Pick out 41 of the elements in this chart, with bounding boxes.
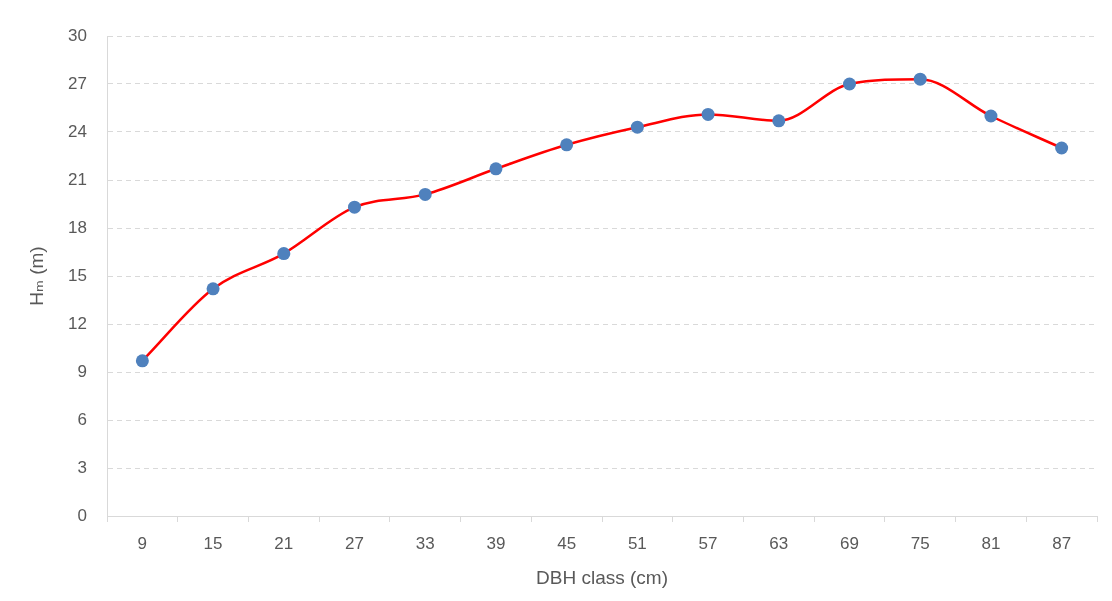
y-tick-label: 18 [68, 217, 87, 237]
x-tick-label: 69 [840, 533, 859, 553]
point [772, 114, 786, 128]
x-tick-label: 51 [627, 533, 647, 553]
point [913, 72, 927, 86]
y-tick-label: 12 [68, 313, 87, 333]
y-tick-label: 6 [77, 409, 87, 429]
x-tick-label: 63 [769, 533, 789, 553]
point [630, 120, 644, 134]
x-tick-label: 45 [557, 533, 577, 553]
y-tick-label: 21 [68, 169, 87, 189]
point [489, 162, 503, 176]
y-tick-label: 15 [68, 265, 87, 285]
point [206, 282, 220, 296]
point [843, 77, 856, 91]
y-tick-label: 3 [77, 457, 87, 477]
point [418, 187, 432, 201]
point [701, 107, 715, 121]
x-axis-title: DBH class (cm) [536, 566, 668, 588]
x-tick-label: 21 [274, 533, 294, 553]
x-tick-label: 15 [203, 533, 223, 553]
x-tick-label: 27 [345, 533, 364, 553]
point [984, 109, 998, 123]
x-tick-label: 33 [415, 533, 435, 553]
x-tick-label: 39 [486, 533, 506, 553]
x-tick-label: 9 [137, 533, 148, 553]
x-tick-label: 87 [1052, 533, 1072, 553]
y-tick-label: 27 [68, 73, 87, 93]
point [1055, 141, 1069, 155]
x-tick-label: 75 [910, 533, 930, 553]
y-tick-label: 30 [68, 25, 87, 45]
point [348, 200, 361, 214]
y-axis-title: Hₘ (m) [25, 246, 47, 306]
point [560, 138, 574, 152]
y-tick-label: 9 [77, 361, 87, 381]
x-tick-label: 81 [981, 533, 1001, 553]
point [135, 354, 149, 368]
x-tick-label: 57 [698, 533, 718, 553]
y-tick-label: 24 [68, 121, 87, 141]
point [277, 247, 291, 261]
y-tick-label: 0 [77, 505, 87, 525]
